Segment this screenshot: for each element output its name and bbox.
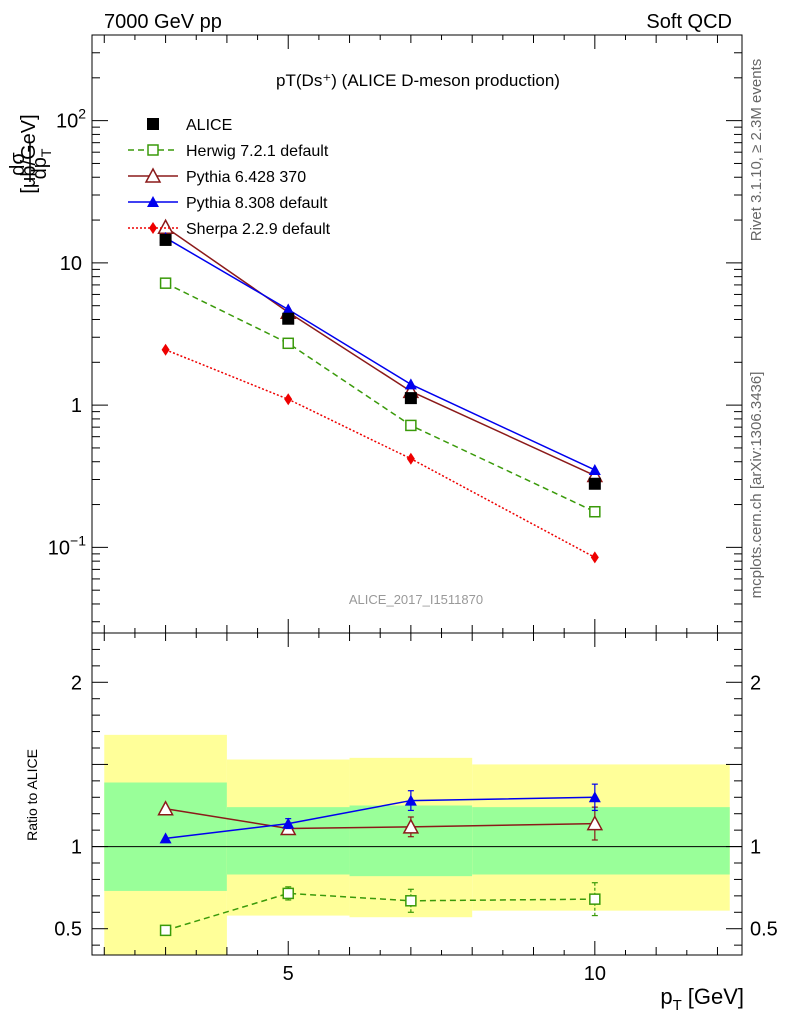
y-tick-label: 1 [71, 395, 82, 417]
ratio-point-herwig [282, 887, 294, 900]
ratio-y-tick-label: 1 [71, 837, 82, 859]
ratio-line-py8 [165, 796, 595, 840]
rivet-label: Rivet 3.1.10, ≥ 2.3M events [748, 59, 765, 242]
point-herwig [405, 419, 417, 432]
x-tick-label: 10 [584, 963, 606, 985]
ratio-frame [91, 632, 743, 956]
xlabel: pT [GeV] [660, 984, 744, 1014]
ratio-y-tick-label-right: 2 [750, 672, 761, 694]
band-inner-1 [226, 807, 350, 875]
point-py8 [282, 303, 295, 315]
ratio-ylabel: Ratio to ALICE [24, 749, 40, 841]
main-series [157, 218, 604, 564]
ratio-line-py6 [165, 808, 595, 830]
main-ylabel-fraction: dσ dpT [7, 142, 54, 182]
ylabel-numerator: dσ [7, 152, 29, 176]
line-sherpa [165, 349, 596, 559]
svg-text:dpT: dpT [29, 148, 54, 179]
ratio-point-py8 [282, 817, 295, 829]
mcplots-label: mcplots.cern.ch [arXiv:1306.3436] [748, 372, 765, 599]
xlabel-sub: T [673, 997, 682, 1014]
ratio-y-tick-label-right: 0.5 [750, 919, 778, 941]
point-py6 [157, 218, 174, 235]
point-py8 [404, 378, 417, 390]
line-py6 [165, 226, 596, 477]
ylabel-sub: T [38, 148, 54, 157]
y-tick-label: 102 [56, 106, 86, 133]
ylabel-unit: [μb/GeV] [18, 114, 40, 193]
ratio-y-tick-label: 2 [71, 672, 82, 694]
chart-title: pT(Ds⁺) (ALICE D-meson production) [276, 71, 560, 90]
point-herwig [159, 277, 172, 289]
legend-marker-herwig [147, 144, 159, 156]
band-inner-3 [472, 807, 730, 875]
ratio-point-herwig [405, 895, 417, 907]
legend-marker-data [147, 118, 159, 130]
ratio-point-py8 [159, 832, 172, 844]
ratio-point-py6 [586, 814, 604, 831]
category-label: Soft QCD [646, 11, 732, 33]
ratio-y-tick-label-right: 1 [750, 837, 761, 859]
line-herwig [165, 282, 596, 513]
legend-label-py6: Pythia 6.428 370 [186, 169, 306, 186]
legend-label-sherpa: Sherpa 2.2.9 default [186, 221, 331, 238]
analysis-watermark: ALICE_2017_I1511870 [349, 592, 483, 607]
point-sherpa [161, 343, 170, 356]
legend-label-herwig: Herwig 7.2.1 default [186, 143, 329, 160]
point-sherpa [406, 452, 415, 465]
xlabel-main: p [660, 984, 672, 1009]
legend-label-data: ALICE [186, 117, 232, 134]
legend-label-py8: Pythia 8.308 default [186, 195, 328, 212]
band-inner-2 [349, 805, 473, 877]
svg-text:[μb/GeV]: [μb/GeV] [18, 114, 40, 193]
point-py8 [588, 463, 601, 475]
xlabel-unit: [GeV] [688, 984, 744, 1009]
ratio-point-py6 [402, 818, 420, 834]
legend-marker-py6 [144, 167, 162, 183]
ylabel-denominator: dp [29, 157, 51, 179]
point-data [404, 392, 417, 405]
axis-ticks: 5 10 10−1 1 10 102 0.5 0.5 1 1 2 2 [48, 34, 778, 985]
ratio-point-py8 [588, 791, 601, 803]
point-herwig [282, 337, 294, 350]
ratio-bands [92, 734, 742, 955]
ratio-point-herwig [159, 924, 172, 937]
point-sherpa [590, 551, 599, 564]
ratio-y-tick-label: 0.5 [54, 919, 82, 941]
main-ylabel: [μb/GeV] [18, 114, 40, 193]
point-herwig [589, 505, 601, 518]
ratio-point-py6 [157, 800, 174, 816]
x-tick-label: 5 [283, 963, 294, 985]
ratio-point-herwig [589, 893, 601, 905]
ratio-point-py8 [404, 794, 417, 806]
point-data [588, 477, 601, 490]
point-sherpa [284, 393, 293, 406]
legend-marker-py8 [147, 196, 159, 207]
legend-marker-sherpa [149, 222, 157, 234]
ratio-line-herwig [165, 892, 595, 932]
line-py8 [165, 237, 596, 471]
legend: ALICE Herwig 7.2.1 default Pythia 6.428 37… [128, 117, 331, 238]
energy-label: 7000 GeV pp [104, 11, 222, 33]
ratio-series [157, 783, 604, 937]
point-data [282, 312, 295, 325]
y-tick-label: 10−1 [48, 532, 86, 559]
point-data [159, 233, 172, 246]
y-tick-label: 10 [60, 253, 82, 275]
